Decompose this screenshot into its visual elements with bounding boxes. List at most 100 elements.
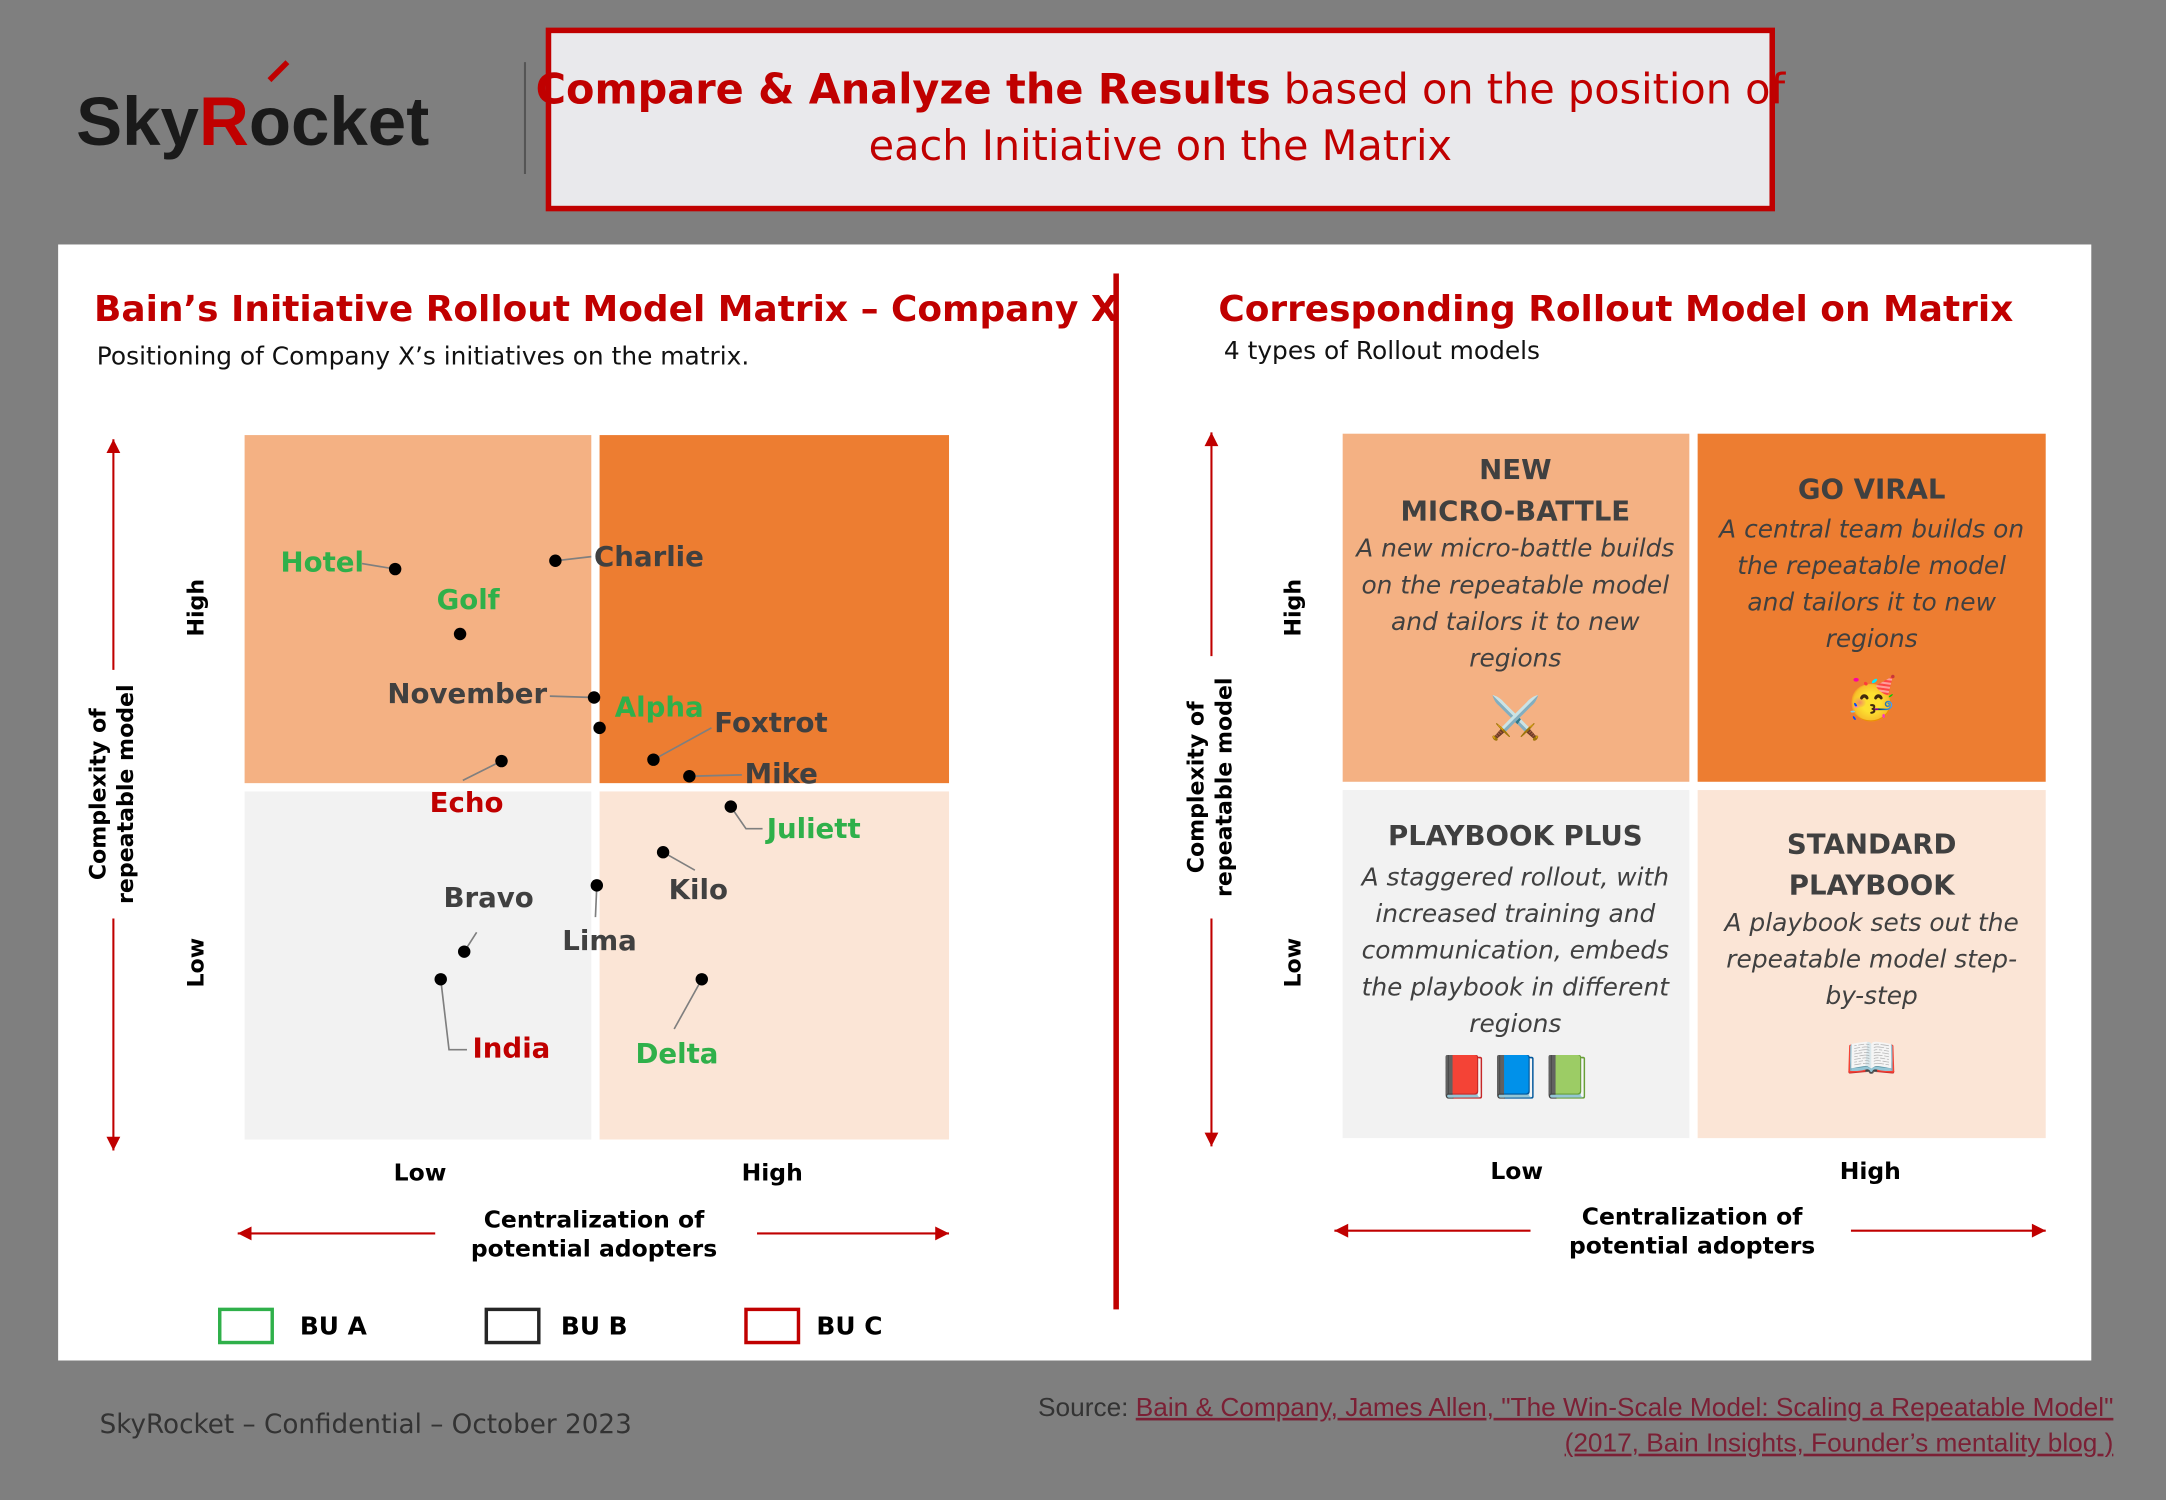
quadrant bbox=[244, 435, 592, 784]
initiative-dot bbox=[590, 879, 604, 892]
quadrant bbox=[1342, 790, 1690, 1139]
quadrant-description: A central team builds on bbox=[1717, 514, 2024, 543]
logo: SkyRocket bbox=[76, 82, 429, 160]
source: Source: Bain & Company, James Allen, "Th… bbox=[1038, 1392, 2113, 1422]
initiative-dot bbox=[695, 973, 708, 986]
y-axis-label: Complexity of bbox=[1184, 701, 1210, 873]
right-subtitle: 4 types of Rollout models bbox=[1224, 336, 1540, 365]
quadrant-heading: MICRO-BATTLE bbox=[1400, 494, 1630, 527]
arrow-head bbox=[237, 1226, 252, 1241]
headline: Compare & Analyze the Results based on t… bbox=[536, 66, 1787, 114]
source-link-2[interactable]: (2017, Bain Insights, Founder’s mentalit… bbox=[1565, 1428, 2114, 1458]
quadrant-description: repeatable model step- bbox=[1726, 945, 2017, 974]
legend-swatch bbox=[744, 1307, 801, 1345]
headline-line-2: each Initiative on the Matrix bbox=[869, 122, 1452, 170]
x-axis-label: Centralization of bbox=[484, 1205, 705, 1233]
x-high: High bbox=[1840, 1157, 1901, 1185]
initiative-label: Alpha bbox=[615, 691, 704, 724]
quadrant-description: and tailors it to new bbox=[1747, 588, 1996, 617]
initiative-label: Hotel bbox=[281, 546, 364, 579]
legend-label: BU B bbox=[561, 1311, 628, 1340]
initiative-dot bbox=[683, 770, 696, 783]
quadrant-description: on the repeatable model bbox=[1361, 570, 1669, 599]
x-low: Low bbox=[1490, 1157, 1543, 1185]
initiative-label: Juliett bbox=[765, 812, 861, 845]
quadrant bbox=[1697, 790, 2046, 1139]
initiative-dot bbox=[458, 945, 471, 958]
y-axis-label: Complexity of bbox=[86, 708, 112, 880]
quadrant-description: regions bbox=[1826, 624, 1918, 653]
leader-line bbox=[689, 774, 742, 778]
arrow-head bbox=[106, 1136, 121, 1151]
quadrant-heading: GO VIRAL bbox=[1798, 472, 1946, 505]
quadrant-icon: ⚔️ bbox=[1490, 694, 1542, 742]
arrow-head bbox=[1204, 432, 1219, 447]
quadrant-description: communication, embeds bbox=[1362, 936, 1669, 965]
quadrant-description: and tailors it to new bbox=[1391, 607, 1640, 636]
x-axis-label: potential adopters bbox=[471, 1235, 717, 1263]
quadrant-description: regions bbox=[1469, 1009, 1561, 1038]
arrow-head bbox=[935, 1226, 950, 1241]
x-low: Low bbox=[394, 1159, 447, 1187]
logo-accent bbox=[267, 60, 290, 83]
initiative-label: Foxtrot bbox=[714, 706, 828, 739]
quadrant-description: by-step bbox=[1825, 981, 1917, 1010]
leader-line bbox=[549, 695, 595, 699]
legend-swatch bbox=[218, 1307, 274, 1345]
y-low: Low bbox=[184, 938, 210, 988]
quadrant-heading: PLAYBOOK bbox=[1789, 869, 1957, 902]
quadrant-icon: 📖 bbox=[1846, 1034, 1898, 1082]
quadrant-description: A new micro-battle builds bbox=[1354, 534, 1674, 563]
arrow-head bbox=[2031, 1223, 2046, 1238]
arrow-head bbox=[106, 439, 121, 454]
title-box bbox=[545, 27, 1775, 212]
quadrant-description: the repeatable model bbox=[1737, 551, 2006, 580]
quadrant bbox=[599, 435, 950, 784]
legend-label: BU A bbox=[300, 1311, 368, 1340]
quadrant-heading: NEW bbox=[1479, 453, 1551, 486]
quadrant-description: the playbook in different bbox=[1362, 972, 1671, 1001]
initiative-label: Echo bbox=[430, 786, 504, 819]
leader-line bbox=[462, 760, 502, 782]
left-title: Bain’s Initiative Rollout Model Matrix –… bbox=[94, 289, 1119, 330]
initiative-label: November bbox=[387, 677, 547, 710]
initiative-label: India bbox=[473, 1032, 551, 1065]
arrow-head bbox=[1334, 1223, 1349, 1238]
quadrant-heading: STANDARD bbox=[1787, 827, 1957, 860]
right-title: Corresponding Rollout Model on Matrix bbox=[1218, 289, 2013, 330]
quadrant-icon: 🥳 bbox=[1846, 674, 1898, 723]
initiative-dot bbox=[495, 754, 508, 768]
initiative-label: Charlie bbox=[594, 540, 704, 573]
quadrant bbox=[244, 791, 592, 1140]
initiative-label: Lima bbox=[562, 924, 636, 957]
quadrant-description: increased training and bbox=[1375, 899, 1655, 928]
initiative-dot bbox=[647, 753, 660, 766]
initiative-dot bbox=[453, 627, 467, 641]
legend-swatch bbox=[484, 1307, 541, 1345]
x-high: High bbox=[742, 1159, 803, 1187]
y-high: High bbox=[1280, 579, 1306, 637]
y-axis-label: repeatable model bbox=[113, 684, 139, 904]
quadrant bbox=[1342, 433, 1690, 782]
initiative-label: Delta bbox=[635, 1037, 718, 1070]
quadrant-description: regions bbox=[1469, 644, 1561, 673]
initiative-dot bbox=[587, 691, 601, 704]
initiative-dot bbox=[434, 973, 447, 986]
left-subtitle: Positioning of Company X’s initiatives o… bbox=[97, 342, 749, 371]
quadrant-description: A staggered rollout, with bbox=[1360, 862, 1669, 891]
leader-line bbox=[730, 806, 763, 830]
panel-divider bbox=[1113, 273, 1119, 1310]
footer-confidential: SkyRocket – Confidential – October 2023 bbox=[100, 1410, 632, 1440]
initiative-label: Mike bbox=[745, 757, 818, 790]
x-axis-label: Centralization of bbox=[1582, 1203, 1803, 1231]
initiative-dot bbox=[724, 800, 738, 813]
leader-line bbox=[653, 727, 712, 761]
initiative-dot bbox=[656, 845, 670, 859]
quadrant-heading: PLAYBOOK PLUS bbox=[1388, 819, 1643, 852]
initiative-dot bbox=[549, 554, 562, 567]
quadrant bbox=[1697, 433, 2046, 782]
initiative-label: Kilo bbox=[669, 873, 728, 906]
quadrant-icon: 📕📘📗 bbox=[1438, 1053, 1593, 1101]
y-low: Low bbox=[1280, 938, 1306, 988]
